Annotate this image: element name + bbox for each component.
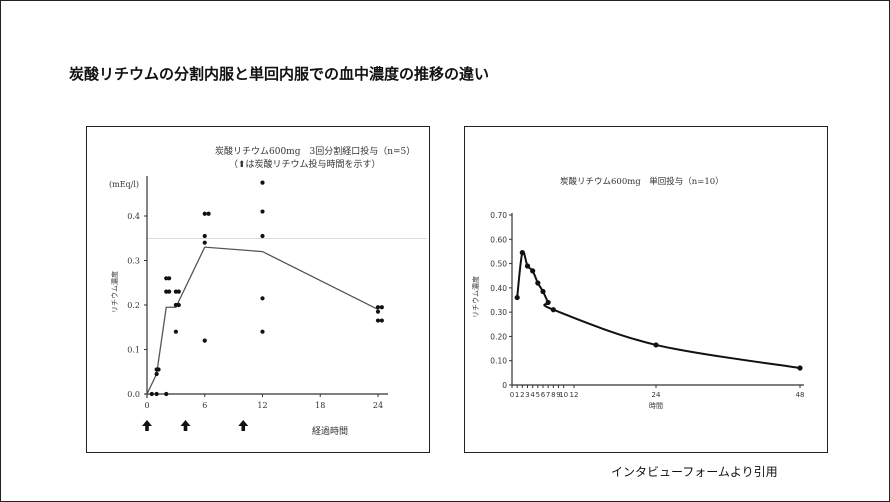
chart-panel-single-dose: 炭酸リチウム600mg 単回投与（n=10） リチウム濃度時間 0 0.10 0.20 0… xyxy=(464,126,828,453)
dose-arrow-head xyxy=(142,420,152,426)
data-point xyxy=(375,318,381,323)
y-axis-label: リチウム濃度 xyxy=(471,276,480,318)
x-tick-label: 12 xyxy=(570,391,579,399)
data-point xyxy=(260,296,265,301)
x-tick-label: 1 xyxy=(515,391,519,399)
x-tick-label: 10 xyxy=(559,391,568,399)
dose-arrow-shaft xyxy=(183,425,188,431)
y-tick-label: 0.30 xyxy=(490,308,507,317)
x-tick-label: 6 xyxy=(541,391,546,399)
data-point xyxy=(202,211,207,216)
x-axis-label: 時間 xyxy=(649,402,663,410)
data-point xyxy=(167,289,172,294)
data-point xyxy=(176,289,181,294)
data-point xyxy=(173,289,178,294)
data-point xyxy=(202,338,207,343)
data-point xyxy=(524,263,531,269)
y-tick-label: 0.1 xyxy=(127,346,140,355)
data-point xyxy=(173,302,178,308)
x-tick-label: 48 xyxy=(796,391,805,399)
y-tick-label: 0.50 xyxy=(490,260,507,269)
x-tick-label: 5 xyxy=(536,391,540,399)
data-point xyxy=(156,367,161,372)
data-point xyxy=(164,391,169,397)
y-unit-label: (mEq/l) xyxy=(109,180,139,189)
chart-title: 炭酸リチウム600mg 単回投与（n=10） xyxy=(560,176,724,187)
x-tick-label: 8 xyxy=(551,391,555,399)
data-point xyxy=(260,329,265,334)
concentration-curve xyxy=(516,250,801,369)
x-tick-label: 6 xyxy=(202,401,207,410)
y-tick-label: 0.40 xyxy=(490,284,507,293)
slide-title: 炭酸リチウムの分割内服と単回内服での血中濃度の推移の違い xyxy=(69,65,490,83)
x-tick-label: 24 xyxy=(373,401,383,410)
dose-arrow-shaft xyxy=(145,425,149,431)
dose-arrow-head xyxy=(180,420,191,426)
data-point xyxy=(154,391,159,397)
data-point xyxy=(535,280,541,286)
y-tick-label: 0.10 xyxy=(490,357,507,366)
data-point xyxy=(260,209,265,214)
chart-panel-divided-dose: 炭酸リチウム600mg 3回分割経口投与（n=5） （⬆は炭酸リチウム投与時間を示… xyxy=(86,126,430,453)
data-point xyxy=(797,365,803,371)
data-point xyxy=(260,180,265,185)
data-point xyxy=(514,294,520,301)
x-tick-label: 12 xyxy=(257,401,267,410)
chart-title: 炭酸リチウム600mg 3回分割経口投与（n=5） xyxy=(215,145,415,157)
x-tick-label: 3 xyxy=(525,391,529,399)
chart-subtitle: （⬆は炭酸リチウム投与時間を示す） xyxy=(229,158,381,170)
data-point xyxy=(550,307,556,313)
data-point xyxy=(519,250,525,256)
y-tick-label: 0.0 xyxy=(127,390,140,399)
data-point xyxy=(164,289,169,294)
data-point xyxy=(173,329,178,334)
data-point xyxy=(379,305,384,310)
chart-divided-dose: 炭酸リチウム600mg 3回分割経口投与（n=5）（⬆は炭酸リチウム投与時間を示… xyxy=(109,145,427,437)
data-point xyxy=(375,309,381,314)
x-tick-label: 7 xyxy=(546,391,550,399)
data-point xyxy=(375,305,381,310)
x-tick-label: 0 xyxy=(144,401,149,410)
mean-line xyxy=(146,246,379,395)
x-axis-label: 経過時間 xyxy=(312,425,348,437)
x-tick-label: 18 xyxy=(315,401,325,410)
y-tick-label: 0 xyxy=(502,381,507,390)
data-point xyxy=(176,302,181,308)
dose-arrow-head xyxy=(238,420,249,426)
y-tick-label: 0.4 xyxy=(127,212,140,221)
data-point xyxy=(202,233,207,239)
x-tick-label: 4 xyxy=(530,391,535,399)
data-point xyxy=(545,299,551,306)
data-point xyxy=(260,233,265,239)
data-point xyxy=(379,318,384,323)
x-tick-label: 0 xyxy=(510,391,514,399)
y-tick-label: 0.20 xyxy=(490,332,507,341)
data-point xyxy=(167,276,172,281)
source-caption: インタビューフォームより引用 xyxy=(611,465,778,479)
data-point xyxy=(164,276,169,281)
data-point xyxy=(653,342,659,348)
y-tick-label: 0.70 xyxy=(490,211,507,220)
data-point xyxy=(206,211,211,216)
data-point xyxy=(149,391,154,397)
y-tick-label: 0.2 xyxy=(127,301,140,310)
x-tick-label: 9 xyxy=(556,391,560,399)
data-point xyxy=(202,240,207,245)
y-tick-label: 0.3 xyxy=(127,257,140,266)
y-axis-label: リチウム濃度 xyxy=(110,271,119,313)
dose-arrow-shaft xyxy=(241,425,246,431)
x-tick-label: 2 xyxy=(520,391,524,399)
data-point xyxy=(530,268,536,274)
data-point xyxy=(540,288,546,295)
x-tick-label: 24 xyxy=(652,391,661,399)
y-tick-label: 0.60 xyxy=(490,235,507,244)
data-point xyxy=(154,371,159,377)
